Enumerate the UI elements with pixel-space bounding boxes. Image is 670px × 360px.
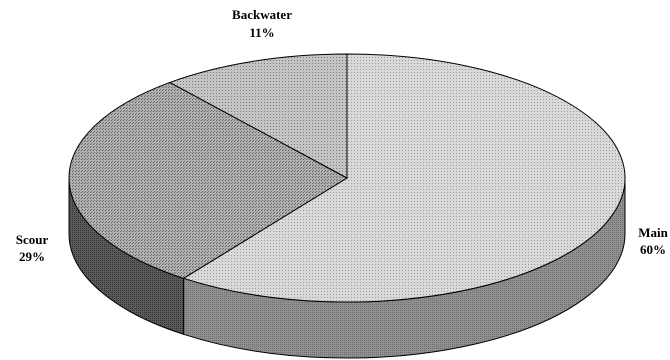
- pie-slice-scour: [68, 81, 349, 279]
- pie-slice-backwater: [168, 53, 348, 179]
- pie-slice-main: [182, 53, 626, 303]
- slice-label-scour: Scour: [16, 232, 49, 247]
- slice-value-main: 60%: [640, 242, 666, 257]
- slice-value-backwater: 11%: [249, 25, 274, 40]
- slice-label-backwater: Backwater: [232, 7, 292, 22]
- slice-value-scour: 29%: [19, 249, 45, 264]
- slice-label-main: Main: [638, 225, 668, 240]
